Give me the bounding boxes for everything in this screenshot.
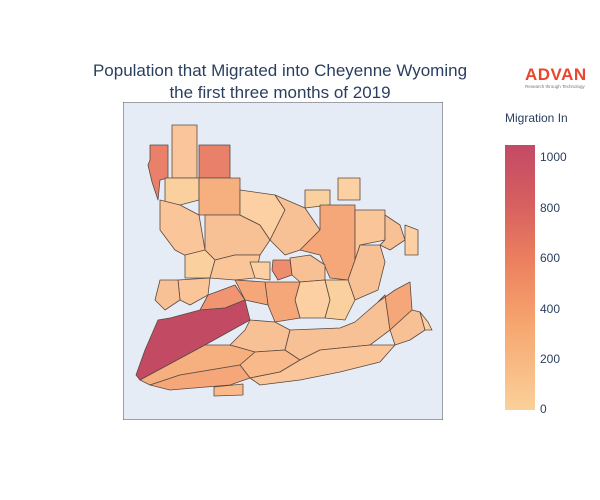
region[interactable] [213,383,244,397]
colorbar-tick: 1000 [540,150,567,164]
region[interactable] [198,177,241,216]
region[interactable] [347,244,386,301]
logo-tagline: Research through Technology [525,84,585,89]
colorbar-tick: 600 [540,251,561,265]
region[interactable] [404,224,419,256]
region[interactable] [324,279,356,321]
region[interactable] [379,214,406,251]
region[interactable] [164,177,200,206]
title-line-1: Population that Migrated into Cheyenne W… [92,61,468,80]
region[interactable] [147,144,169,201]
colorbar-tick: 800 [540,201,561,215]
choropleth-map[interactable] [123,102,443,420]
region[interactable] [198,144,231,179]
region[interactable] [294,279,331,319]
region[interactable] [354,209,386,261]
region[interactable] [171,124,198,179]
region[interactable] [249,261,271,281]
colorbar-title: Migration In [505,111,568,125]
colorbar-scale [505,145,535,410]
region[interactable] [234,279,269,306]
colorbar-tick: 0 [540,402,547,416]
colorbar-tick: 200 [540,352,561,366]
region[interactable] [249,344,396,386]
logo-brand: ADVAN [525,65,587,84]
title-line-2: the first three months of 2019 [169,83,391,102]
region[interactable] [419,311,433,331]
region[interactable] [271,259,293,281]
advan-logo: ADVAN Research through Technology [525,66,595,90]
region[interactable] [337,177,361,201]
region[interactable] [269,194,321,256]
colorbar-tick: 400 [540,302,561,316]
region[interactable] [154,279,181,311]
map-title: Population that Migrated into Cheyenne W… [40,60,520,104]
